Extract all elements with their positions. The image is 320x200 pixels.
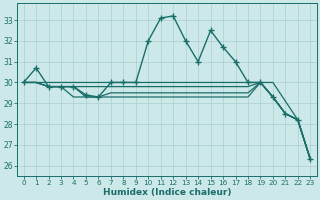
X-axis label: Humidex (Indice chaleur): Humidex (Indice chaleur) bbox=[103, 188, 231, 197]
